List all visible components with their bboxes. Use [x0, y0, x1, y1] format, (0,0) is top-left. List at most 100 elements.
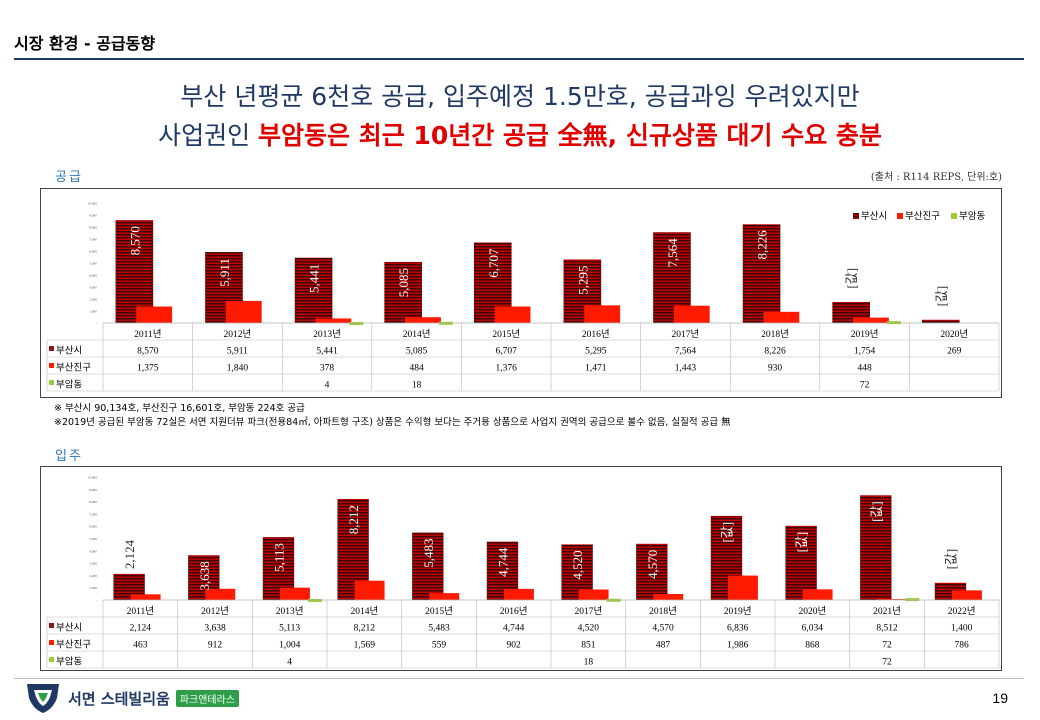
x-tick-label: 2016년	[582, 329, 610, 340]
y-tick-label: 1,000	[89, 310, 97, 315]
bar-busanjin	[130, 594, 161, 600]
supply-note-2: ※2019년 공급된 부암동 72실은 서면 지원더뷰 파크(전용84㎡, 아파…	[54, 417, 731, 428]
bar-value-label: 5,483	[421, 539, 436, 568]
y-tick-label: 2,000	[89, 574, 97, 579]
headline-line2: 사업권인 부암동은 최근 10년간 공급 全無, 신규상품 대기 수요 충분	[0, 116, 1040, 152]
table-value: 448	[857, 364, 872, 374]
series-name-label: 부암동	[56, 656, 82, 668]
bar-value-label: 6,707	[486, 248, 501, 278]
legend-key-0	[49, 623, 54, 628]
y-tick-label: 5,000	[89, 262, 97, 267]
bar-busanjin	[280, 587, 310, 600]
brand-logo: 서면 스테빌리움 파크앤테라스	[24, 682, 240, 714]
headline-line2-emphasis: 부암동은 최근 10년간 공급 全無, 신규상품 대기 수요 충분	[258, 121, 882, 150]
occupancy-chart-svg: - 1,000 2,000 3,000 4,000 5,000 6,000 7,000 8,00…	[46, 476, 1000, 669]
bar-busanjin	[504, 588, 534, 600]
table-value: 559	[432, 641, 447, 651]
table-value: 72	[882, 641, 892, 651]
occupancy-section-label: 입주	[55, 449, 83, 464]
x-tick-label: 2012년	[201, 606, 229, 617]
table-value: 5,295	[585, 347, 607, 357]
table-value: 463	[133, 641, 148, 651]
bar-value-label: 5,085	[396, 268, 411, 297]
bar-busanjin	[205, 588, 236, 600]
bar-value-label: 5,295	[575, 265, 590, 294]
table-value: 8,226	[764, 347, 786, 357]
bar-busanjin	[578, 589, 609, 600]
bar-buam	[349, 321, 364, 325]
table-value: 378	[320, 364, 335, 374]
table-value: 18	[412, 381, 422, 391]
table-value: 4,520	[578, 624, 600, 634]
table-value: 868	[805, 641, 820, 651]
bar-busanjin	[225, 300, 262, 323]
legend-swatch	[897, 213, 903, 219]
x-tick-label: 2022년	[948, 606, 976, 617]
bar-value-label: 4,520	[570, 550, 585, 579]
table-value: 4,744	[503, 624, 525, 634]
table-value: 902	[507, 641, 521, 651]
y-tick-label: 3,000	[89, 286, 97, 291]
bar-busanjin	[429, 593, 460, 600]
bar-busanjin	[853, 317, 889, 323]
y-tick-label: 2,000	[89, 298, 97, 303]
x-tick-label: 2020년	[940, 329, 968, 340]
y-tick-label: 7,000	[89, 512, 97, 517]
y-tick-label: 10,000	[87, 202, 97, 207]
table-value: 5,085	[406, 347, 428, 357]
legend-key-0	[49, 346, 54, 351]
bar-value-label: 8,570	[127, 226, 142, 255]
bar-busan	[636, 543, 668, 600]
bar-busanjin	[728, 575, 758, 600]
x-tick-label: 2017년	[574, 606, 602, 617]
table-value: 72	[882, 658, 892, 668]
bar-busanjin	[877, 599, 908, 600]
headline-line1: 부산 년평균 6천호 공급, 입주예정 1.5만호, 공급과잉 우려있지만	[180, 82, 860, 111]
series-name-label: 부암동	[56, 379, 82, 391]
headline-line2-prefix: 사업권인	[158, 121, 259, 150]
table-value: 1,004	[279, 641, 301, 651]
bar-value-label: 4,744	[495, 547, 510, 577]
bar-buam	[905, 598, 920, 602]
y-tick-label: 4,000	[89, 274, 97, 279]
supply-section-label: 공급	[55, 170, 83, 185]
table-value: 5,113	[279, 624, 300, 634]
bar-value-label: 5,911	[217, 258, 232, 287]
bar-busan	[860, 495, 892, 600]
legend-key-1	[49, 640, 54, 645]
bar-value-label: 5,113	[271, 543, 286, 572]
bar-value-label: [값]	[934, 286, 949, 307]
bar-value-label: 7,564	[665, 238, 680, 268]
x-tick-label: 2019년	[851, 329, 879, 340]
legend-label: 부암동	[959, 210, 985, 222]
table-value: 6,836	[727, 624, 749, 634]
section-title: 시장 환경 - 공급동향	[14, 34, 156, 53]
bar-busanjin	[354, 580, 385, 600]
bar-busanjin	[136, 306, 173, 323]
table-value: 7,564	[675, 347, 697, 357]
x-tick-label: 2019년	[724, 606, 752, 617]
brand-name: 서면 스테빌리움	[68, 689, 170, 708]
y-tick-label: 5,000	[89, 537, 97, 542]
y-tick-label: 6,000	[89, 250, 97, 255]
bar-busanjin	[763, 311, 800, 323]
bar-buam	[307, 598, 322, 602]
bar-value-label: [값]	[794, 532, 809, 553]
table-value: 4	[287, 658, 292, 668]
table-value: 1,375	[137, 364, 159, 374]
bar-busan	[384, 261, 422, 323]
table-value: 1,471	[585, 364, 607, 374]
footer-divider	[14, 678, 1024, 679]
y-tick-label: 8,000	[89, 226, 97, 231]
table-value: 912	[208, 641, 223, 651]
x-tick-label: 2021년	[873, 606, 901, 617]
bar-busanjin	[494, 306, 531, 323]
table-value: 4,570	[652, 624, 674, 634]
table-value: 1,569	[354, 641, 376, 651]
supply-chart-svg: - 1,000 2,000 3,000 4,000 5,000 6,000 7,000 8,00…	[46, 202, 1000, 392]
x-tick-label: 2015년	[425, 606, 453, 617]
y-tick-label: 6,000	[89, 525, 97, 530]
y-tick-label: 9,000	[89, 214, 97, 219]
bar-busan	[115, 220, 154, 323]
table-value: 851	[581, 641, 596, 651]
